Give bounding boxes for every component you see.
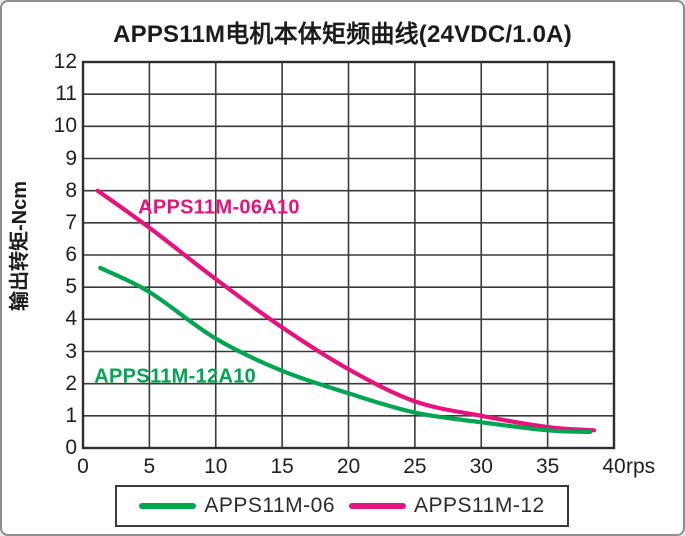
legend-item-apps11m-06: APPS11M-06 [139,494,335,518]
legend-line-swatch-pink [349,503,406,509]
x-tick-label-20: 20 [336,455,361,478]
x-tick-label-5: 5 [143,455,156,478]
y-tick-label-4: 4 [65,307,77,331]
y-tick-label-7: 7 [65,210,77,234]
series-annotation-pink: APPS11M-06A10 [138,196,300,219]
y-tick-label-0: 0 [65,436,77,459]
y-tick-label-12: 12 [53,50,77,73]
series-curve-APPS11M-12 [95,188,597,433]
x-tick-label-10: 10 [204,455,228,478]
legend-item-apps11m-12: APPS11M-12 [349,494,545,518]
y-tick-label-1: 1 [65,403,77,427]
legend-label: APPS11M-12 [414,494,545,517]
y-tick-label-11: 11 [55,82,77,106]
y-tick-label-6: 6 [65,243,77,266]
x-axis-unit-label: rps [626,455,656,478]
y-tick-label-10: 10 [53,114,77,138]
x-tick-label-35: 35 [535,455,560,478]
x-tick-label-25: 25 [403,455,427,478]
series-curve-APPS11M-06 [98,265,593,434]
y-tick-label-8: 8 [65,178,77,202]
legend-label: APPS11M-06 [204,494,335,517]
y-tick-label-3: 3 [65,339,77,363]
x-tick-label-30: 30 [469,455,493,478]
chart-title: APPS11M电机本体矩频曲线(24VDC/1.0A) [113,21,572,48]
y-tick-label-2: 2 [65,371,77,395]
x-tick-label-40: 40 [602,455,626,478]
plot-border [81,60,616,450]
x-tick-label-15: 15 [270,455,294,478]
y-tick-label-5: 5 [65,275,77,299]
legend-box: APPS11M-06 APPS11M-12 [115,485,569,527]
y-tick-label-9: 9 [65,146,77,170]
series-annotation-green: APPS11M-12A10 [94,365,257,388]
legend-line-swatch-green [139,503,197,509]
x-tick-label-0: 0 [77,455,89,478]
